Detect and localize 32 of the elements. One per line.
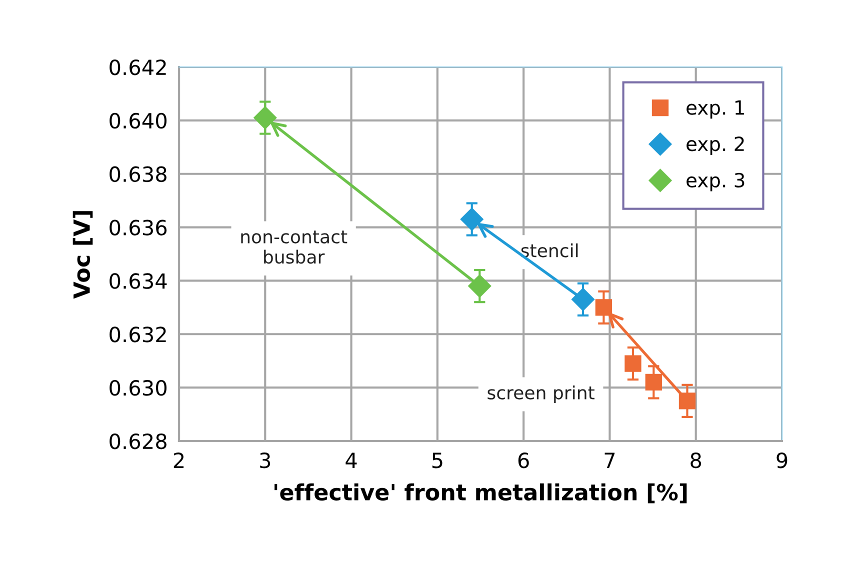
x-tick-label: 5 — [432, 452, 442, 468]
point — [645, 374, 662, 391]
y-tick-label: 0.630 — [110, 380, 167, 396]
annotation: non-contact busbar — [241, 230, 348, 264]
legend-label: exp. 2 — [686, 136, 744, 155]
y-tick-label: 0.638 — [110, 166, 166, 182]
y-tick-label: 0.632 — [110, 326, 166, 342]
point — [678, 392, 696, 410]
point — [468, 274, 492, 298]
point — [624, 355, 642, 372]
point — [460, 208, 484, 231]
x-tick-label: 8 — [690, 452, 702, 468]
x-tick-label: 3 — [260, 452, 270, 468]
y-tick-label: 0.642 — [110, 59, 166, 76]
y-axis-title: Voc [V] — [72, 211, 93, 299]
point — [572, 288, 595, 311]
y-tick-label: 0.634 — [110, 273, 167, 289]
x-tick-label: 7 — [604, 452, 615, 468]
x-tick-label: 6 — [518, 452, 529, 468]
annotation: stencil — [521, 243, 578, 258]
point — [595, 299, 612, 316]
y-tick-label: 0.628 — [110, 433, 166, 450]
x-tick-label: 4 — [346, 452, 357, 468]
y-tick-label: 0.636 — [110, 220, 167, 236]
point — [254, 106, 277, 130]
x-tick-label: 2 — [174, 452, 184, 468]
legend-label: exp. 1 — [686, 100, 744, 119]
annotation: screen print — [488, 386, 594, 403]
x-tick-label: 9 — [776, 452, 788, 468]
y-tick-label: 0.640 — [110, 112, 167, 129]
x-axis-title: 'effective' front metallization [%] — [274, 483, 687, 504]
legend-label: exp. 3 — [686, 172, 744, 192]
